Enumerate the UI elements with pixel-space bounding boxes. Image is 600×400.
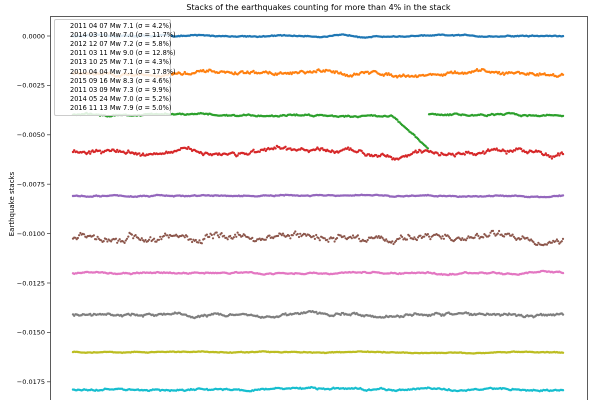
legend: 2011 04 07 Mw 7.1 (σ = 4.2%) 2014 03 10 M… <box>54 19 176 116</box>
y-tick-label: −0.0125 <box>17 279 45 287</box>
legend-label: 2011 03 09 Mw 7.3 (σ = 9.9%) <box>70 85 172 94</box>
legend-label: 2011 04 07 Mw 7.1 (σ = 4.2%) <box>70 21 172 30</box>
legend-item: 2011 03 09 Mw 7.3 (σ = 9.9%) <box>55 85 172 94</box>
legend-label: 2015 09 16 Mw 8.3 (σ = 4.6%) <box>70 76 172 85</box>
legend-item: 2014 05 24 Mw 7.0 (σ = 5.2%) <box>55 95 172 104</box>
legend-item: 2010 04 04 Mw 7.1 (σ = 17.8%) <box>55 67 176 76</box>
y-tick-label: −0.0075 <box>17 181 45 189</box>
legend-label: 2016 11 13 Mw 7.9 (σ = 5.0%) <box>70 104 172 113</box>
y-tick-label: −0.0100 <box>17 230 45 238</box>
legend-label: 2014 03 10 Mw 7.0 (σ = 11.7%) <box>70 30 176 39</box>
legend-item: 2011 03 11 Mw 9.0 (σ = 12.8%) <box>55 49 176 58</box>
chart-title: Stacks of the earthquakes counting for m… <box>186 3 451 12</box>
legend-label: 2010 04 04 Mw 7.1 (σ = 17.8%) <box>70 67 176 76</box>
legend-item: 2015 09 16 Mw 8.3 (σ = 4.6%) <box>55 76 172 85</box>
y-tick-label: −0.0150 <box>17 329 45 337</box>
legend-label: 2011 03 11 Mw 9.0 (σ = 12.8%) <box>70 49 176 58</box>
legend-item: 2016 11 13 Mw 7.9 (σ = 5.0%) <box>55 104 172 113</box>
y-tick-label: −0.0050 <box>17 131 45 139</box>
legend-label: 2012 12 07 Mw 7.2 (σ = 5.8%) <box>70 39 172 48</box>
y-axis-ticks: 0.0000 −0.0025 −0.0050 −0.0075 −0.0100 −0.012… <box>17 32 51 386</box>
legend-item: 2012 12 07 Mw 7.2 (σ = 5.8%) <box>55 39 172 48</box>
legend-label: 2014 05 24 Mw 7.0 (σ = 5.2%) <box>70 95 172 104</box>
y-tick-label: −0.0025 <box>17 82 45 90</box>
y-tick-label: −0.0175 <box>17 378 45 386</box>
y-tick-label: 0.0000 <box>22 32 45 40</box>
legend-item: 2013 10 25 Mw 7.1 (σ = 4.3%) <box>55 58 172 67</box>
legend-item: 2014 03 10 Mw 7.0 (σ = 11.7%) <box>55 30 176 39</box>
legend-item: 2011 04 07 Mw 7.1 (σ = 4.2%) <box>55 21 172 30</box>
axes-frame <box>50 16 588 400</box>
legend-label: 2013 10 25 Mw 7.1 (σ = 4.3%) <box>70 58 172 67</box>
